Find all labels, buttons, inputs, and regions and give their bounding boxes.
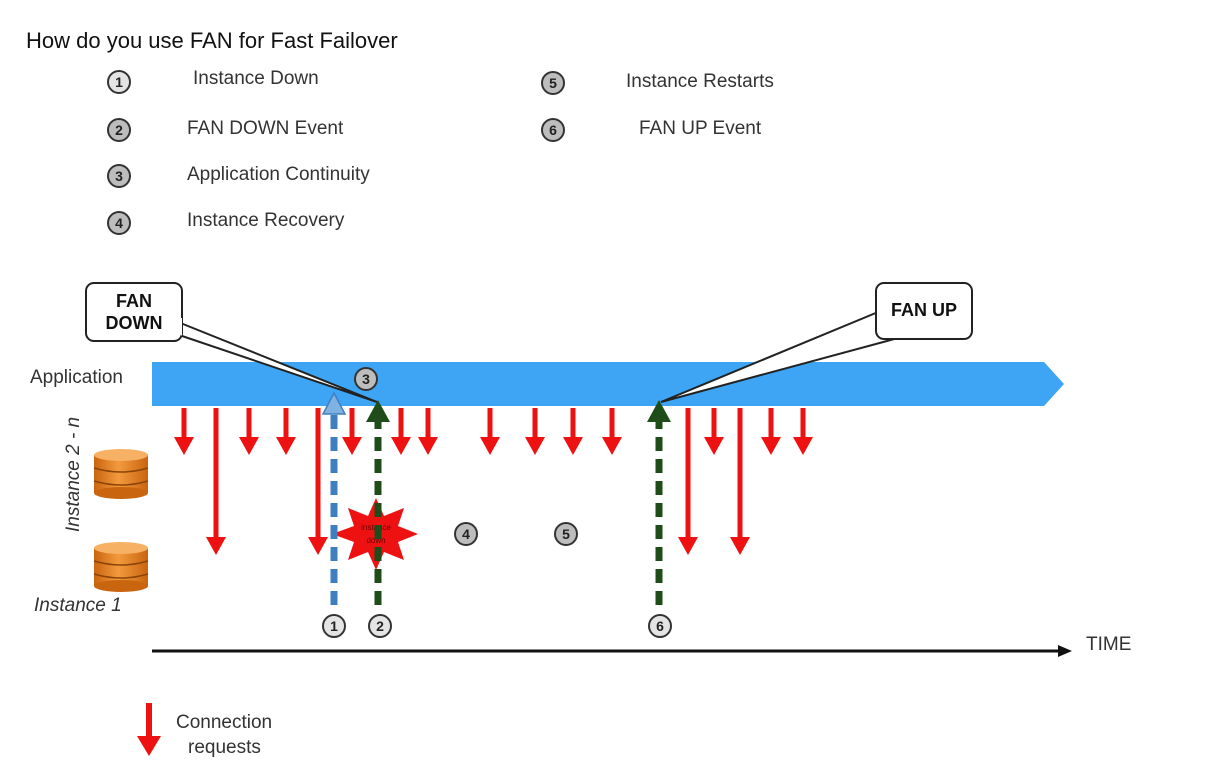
fan-down-callout-text: FAN DOWN — [86, 290, 182, 334]
connection-requests-label: Connection requests — [176, 710, 272, 760]
time-axis — [152, 645, 1072, 657]
connection-request-arrow-head — [563, 437, 583, 455]
connection-request-arrow-head — [206, 537, 226, 555]
connection-requests-line1: Connection — [176, 712, 273, 733]
legend-number-6: 6 — [541, 118, 565, 142]
fan-down-callout-line2: DOWN — [105, 313, 163, 333]
legend-label-fan-down-event: FAN DOWN Event — [187, 118, 344, 139]
application-bar — [152, 362, 1064, 406]
marker-instance-restarts: 5 — [554, 522, 578, 546]
marker-instance-recovery: 4 — [454, 522, 478, 546]
connection-request-arrow-head — [418, 437, 438, 455]
marker-application-continuity: 3 — [354, 367, 378, 391]
legend-number-1: 1 — [107, 70, 131, 94]
fan-down-callout — [85, 282, 378, 403]
connection-request-arrow-head — [678, 537, 698, 555]
application-label: Application — [30, 367, 123, 388]
connection-request-arrow-head — [276, 437, 296, 455]
legend-label-instance-restarts: Instance Restarts — [626, 71, 774, 92]
connection-request-arrow-head — [308, 537, 328, 555]
connection-request-arrow-head — [239, 437, 259, 455]
connection-request-arrow-head — [480, 437, 500, 455]
instance-down-burst-text-2: down — [366, 536, 385, 545]
connection-requests-line2: requests — [188, 737, 261, 758]
connection-request-arrow-head — [342, 437, 362, 455]
instance-1-database-icon — [93, 542, 149, 592]
legend-number-3: 3 — [107, 164, 131, 188]
fan-down-event-arrow — [366, 400, 390, 605]
legend-label-instance-down: Instance Down — [193, 68, 319, 89]
fan-up-event-arrow — [647, 400, 671, 605]
time-label: TIME — [1086, 634, 1132, 655]
instance-1-label: Instance 1 — [34, 595, 122, 616]
legend-number-4: 4 — [107, 211, 131, 235]
legend-label-instance-recovery: Instance Recovery — [187, 210, 345, 231]
legend-number-2: 2 — [107, 118, 131, 142]
connection-request-arrow-head — [704, 437, 724, 455]
connection-request-arrows — [174, 408, 813, 555]
marker-fan-up-event: 6 — [648, 614, 672, 638]
marker-instance-down: 1 — [322, 614, 346, 638]
instance-2n-label: Instance 2 - n — [63, 416, 84, 532]
page-title: How do you use FAN for Fast Failover — [26, 28, 398, 53]
connection-request-arrow-head — [602, 437, 622, 455]
connection-request-arrow-head — [174, 437, 194, 455]
fan-down-callout-line1: FAN — [116, 291, 152, 311]
legend-connection-request-arrow — [137, 703, 161, 756]
fan-up-callout-text: FAN UP — [890, 300, 957, 320]
connection-request-arrow-head — [391, 437, 411, 455]
fan-up-callout — [660, 282, 973, 403]
marker-fan-down-event: 2 — [368, 614, 392, 638]
legend-label-fan-up-event: FAN UP Event — [639, 118, 762, 139]
instance-2n-database-icon — [93, 449, 149, 499]
connection-request-arrow-head — [525, 437, 545, 455]
connection-request-arrow-head — [793, 437, 813, 455]
instance-down-arrow — [321, 391, 347, 605]
connection-request-arrow-head — [761, 437, 781, 455]
legend-number-5: 5 — [541, 71, 565, 95]
connection-request-arrow-head — [730, 537, 750, 555]
legend-label-application-continuity: Application Continuity — [187, 164, 370, 185]
